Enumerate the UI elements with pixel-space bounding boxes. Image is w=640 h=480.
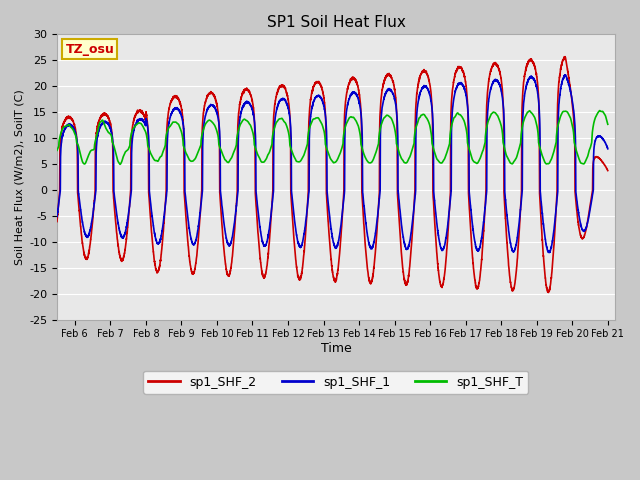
- Legend: sp1_SHF_2, sp1_SHF_1, sp1_SHF_T: sp1_SHF_2, sp1_SHF_1, sp1_SHF_T: [143, 371, 529, 394]
- Y-axis label: Soil Heat Flux (W/m2), SoilT (C): Soil Heat Flux (W/m2), SoilT (C): [15, 89, 25, 265]
- Text: TZ_osu: TZ_osu: [65, 43, 114, 56]
- X-axis label: Time: Time: [321, 342, 351, 355]
- Title: SP1 Soil Heat Flux: SP1 Soil Heat Flux: [266, 15, 405, 30]
